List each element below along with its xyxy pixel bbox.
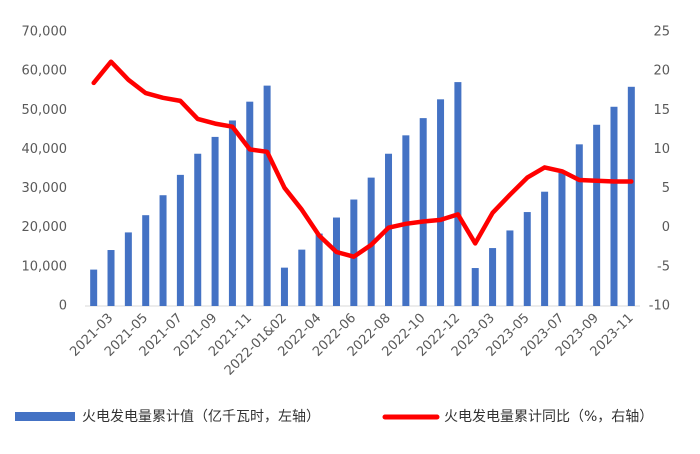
- bar: [315, 233, 323, 306]
- bar: [90, 269, 98, 306]
- bar: [489, 248, 497, 306]
- y2-tick-label: -10: [649, 299, 670, 314]
- bar: [593, 124, 601, 306]
- y-tick-label: 60,000: [22, 64, 68, 79]
- y2-tick-label: 20: [653, 64, 670, 79]
- bar: [471, 268, 479, 306]
- y-tick-label: 30,000: [22, 181, 68, 196]
- bar: [419, 118, 427, 306]
- bar: [159, 195, 167, 306]
- legend-label: 火电发电量累计值（亿千瓦时，左轴）: [82, 409, 320, 425]
- bar: [350, 199, 358, 306]
- line: [91, 59, 634, 259]
- bar: [142, 215, 150, 306]
- legend-swatch: [15, 412, 75, 421]
- bar: [610, 106, 618, 307]
- y-tick-label: 10,000: [22, 259, 68, 274]
- y-tick-label: 20,000: [22, 220, 68, 235]
- y2-tick-label: 0: [662, 220, 670, 235]
- bar: [124, 232, 132, 306]
- bar: [541, 191, 549, 306]
- bar: [402, 135, 410, 306]
- bar: [298, 249, 306, 306]
- bar: [575, 144, 583, 306]
- bar: [454, 82, 462, 306]
- bar: [523, 212, 531, 306]
- bar: [506, 230, 514, 306]
- bar: [246, 101, 254, 306]
- y2-tick-label: -5: [657, 259, 670, 274]
- y2-tick-label: 25: [653, 25, 670, 40]
- bar: [263, 85, 271, 306]
- bar: [211, 136, 219, 306]
- legend: 火电发电量累计值（亿千瓦时，左轴） 火电发电量累计同比（%，右轴）: [15, 409, 653, 425]
- bar: [228, 120, 236, 306]
- legend-label: 火电发电量累计同比（%，右轴）: [444, 409, 653, 425]
- bar: [627, 86, 635, 306]
- y2-tick-label: 5: [662, 181, 670, 196]
- bar: [194, 153, 202, 306]
- y-tick-label: 0: [59, 299, 67, 314]
- y2-tick-label: 15: [653, 103, 670, 118]
- bar: [558, 172, 566, 306]
- bar: [176, 174, 184, 306]
- y2-tick-label: 10: [653, 142, 670, 157]
- bar: [332, 217, 340, 306]
- y-tick-label: 50,000: [22, 103, 68, 118]
- bar: [437, 99, 445, 306]
- bar: [280, 267, 288, 306]
- y-tick-label: 40,000: [22, 142, 68, 157]
- bar: [107, 250, 115, 306]
- y-tick-label: 70,000: [22, 25, 68, 40]
